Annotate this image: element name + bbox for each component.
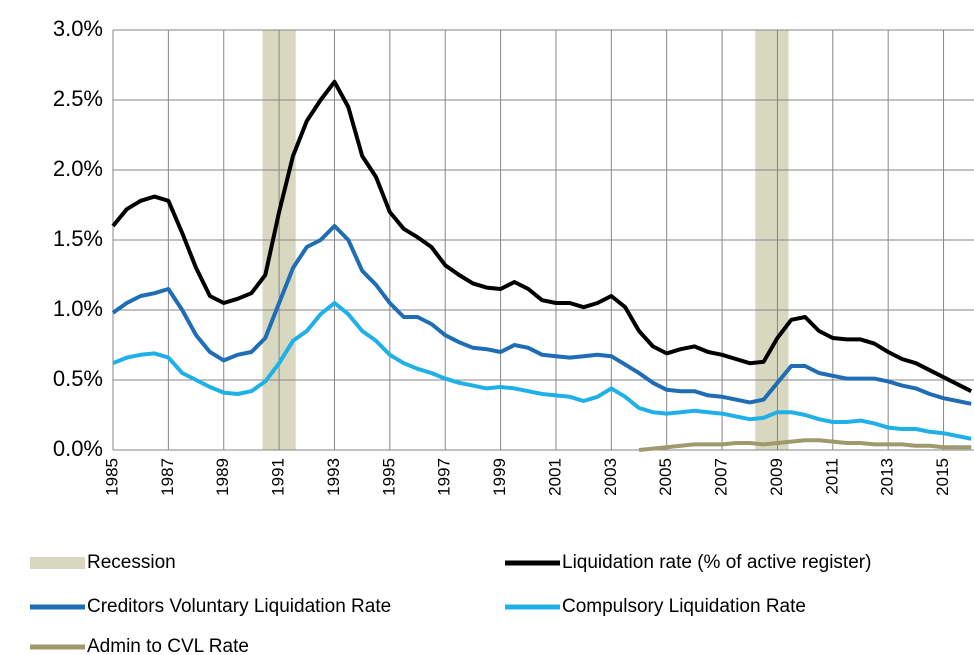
x-tick-label: 2003: [601, 458, 620, 496]
series-line: [111, 79, 973, 393]
legend-swatch: [30, 557, 85, 569]
y-tick-label: 2.5%: [53, 86, 103, 111]
x-tick-label: 2015: [933, 458, 952, 496]
legend-label: Admin to CVL Rate: [87, 636, 249, 655]
legend-label: Creditors Voluntary Liquidation Rate: [87, 596, 391, 617]
x-tick-label: 2005: [656, 458, 675, 496]
legend-label: Compulsory Liquidation Rate: [562, 596, 806, 617]
series-line: [638, 438, 972, 452]
legend-swatch: [30, 604, 85, 610]
legend-swatch: [505, 560, 560, 566]
x-tick-label: 2013: [878, 458, 897, 496]
legend-label: Liquidation rate (% of active register): [562, 552, 871, 573]
x-tick-label: 1997: [435, 458, 454, 496]
x-tick-label: 1995: [379, 458, 398, 496]
y-tick-label: 1.5%: [53, 226, 103, 251]
y-tick-label: 1.0%: [53, 296, 103, 321]
y-tick-label: 0.0%: [53, 436, 103, 461]
x-tick-label: 2001: [545, 458, 564, 496]
legend-label: Recession: [87, 552, 176, 573]
legend-swatch: [30, 644, 85, 650]
x-tick-label: 2009: [767, 458, 786, 496]
x-tick-label: 1989: [213, 458, 232, 496]
y-tick-label: 0.5%: [53, 366, 103, 391]
legend-swatch: [505, 604, 560, 610]
x-tick-label: 1985: [102, 458, 121, 496]
x-tick-label: 1987: [158, 458, 177, 496]
series-line: [111, 224, 972, 406]
series-line: [112, 301, 972, 441]
x-tick-label: 1999: [490, 458, 509, 496]
y-tick-label: 2.0%: [53, 156, 103, 181]
x-tick-label: 1993: [324, 458, 343, 496]
x-tick-label: 2011: [822, 458, 841, 495]
y-tick-label: 3.0%: [53, 16, 103, 41]
x-tick-label: 2007: [712, 458, 731, 496]
x-tick-label: 1991: [269, 458, 288, 496]
